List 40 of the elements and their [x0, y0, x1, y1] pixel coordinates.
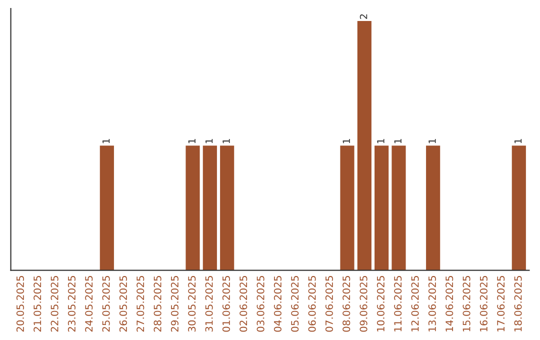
data-label: 2 — [360, 14, 368, 19]
x-tick-label: 20.05.2025 — [16, 276, 24, 332]
x-tick-label: 08.06.2025 — [342, 276, 350, 332]
x-tick-label: 02.06.2025 — [240, 276, 248, 332]
x-tick-label: 10.06.2025 — [376, 276, 384, 332]
x-tick-label: 13.06.2025 — [428, 276, 436, 332]
x-tick-label: 27.05.2025 — [136, 276, 144, 332]
data-label: 1 — [394, 138, 402, 144]
data-label: 1 — [222, 138, 230, 144]
data-label: 1 — [342, 138, 350, 144]
x-tick-label: 15.06.2025 — [462, 276, 470, 332]
x-tick-label: 05.06.2025 — [291, 276, 299, 332]
x-tick-label: 18.06.2025 — [514, 276, 522, 332]
x-tick-label: 04.06.2025 — [274, 276, 282, 332]
x-tick-label: 09.06.2025 — [360, 276, 368, 332]
x-tick-label: 24.05.2025 — [85, 276, 93, 332]
x-tick-label: 21.05.2025 — [34, 276, 42, 332]
x-tick-label: 30.05.2025 — [188, 276, 196, 332]
x-tick-label: 29.05.2025 — [170, 276, 178, 332]
x-tick-label: 03.06.2025 — [256, 276, 264, 332]
x-tick-label: 01.06.2025 — [222, 276, 230, 332]
data-label: 1 — [377, 138, 384, 144]
x-tick-label: 28.05.2025 — [154, 276, 162, 332]
x-tick-label: 11.06.2025 — [394, 276, 402, 332]
x-tick-label: 26.05.2025 — [119, 276, 127, 332]
data-label: 1 — [188, 138, 196, 144]
data-label: 1 — [206, 138, 213, 144]
x-tick-label: 14.06.2025 — [446, 276, 454, 332]
x-tick-label: 06.06.2025 — [308, 276, 316, 332]
x-tick-label: 16.06.2025 — [480, 276, 488, 332]
data-label: 1 — [102, 138, 110, 144]
x-tick-label: 25.05.2025 — [102, 276, 110, 332]
x-tick-label: 31.05.2025 — [205, 276, 213, 332]
data-label: 1 — [514, 138, 522, 144]
data-label: 1 — [428, 138, 436, 144]
x-tick-label: 22.05.2025 — [50, 276, 58, 332]
x-tick-label: 07.06.2025 — [325, 276, 333, 332]
x-tick-label: 23.05.2025 — [68, 276, 76, 332]
x-tick-label: 17.06.2025 — [497, 276, 505, 332]
x-tick-label: 12.06.2025 — [411, 276, 419, 332]
